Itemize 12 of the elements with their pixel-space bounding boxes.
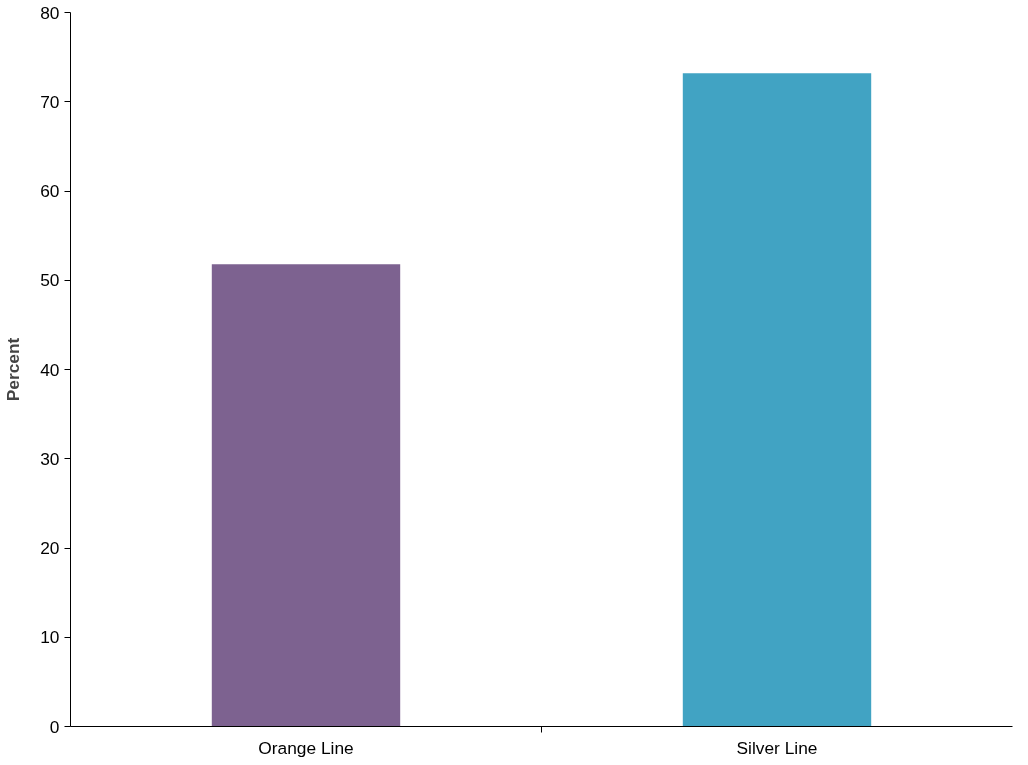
y-tick-label: 10 (40, 627, 60, 648)
y-axis-title: Percent (3, 337, 24, 402)
y-tick-label: 20 (40, 538, 60, 558)
y-tick-label: 40 (40, 359, 60, 380)
y-tick-label: 80 (40, 2, 60, 23)
y-tick-label: 50 (40, 270, 60, 291)
x-tick-label: Silver Line (736, 737, 818, 758)
y-tick-label: 70 (40, 91, 60, 112)
y-tick-label: 30 (40, 448, 60, 469)
x-tick-label: Orange Line (258, 737, 354, 758)
y-tick-label: 60 (40, 181, 60, 201)
y-tick-label: 0 (49, 716, 60, 737)
